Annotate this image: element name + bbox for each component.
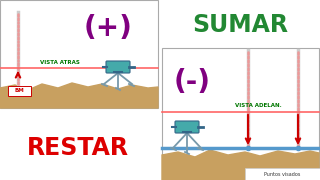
- Text: BM: BM: [14, 88, 24, 93]
- Bar: [162, 48, 319, 180]
- FancyBboxPatch shape: [106, 61, 130, 73]
- Text: VISTA ADELAN.: VISTA ADELAN.: [235, 102, 281, 107]
- Text: (+): (+): [84, 14, 132, 42]
- Bar: [0, 0, 158, 108]
- Text: SUMAR: SUMAR: [192, 13, 288, 37]
- Text: RESTAR: RESTAR: [27, 136, 129, 160]
- Text: VISTA ATRAS: VISTA ATRAS: [40, 60, 80, 64]
- FancyBboxPatch shape: [175, 121, 199, 133]
- Text: Puntos visados: Puntos visados: [264, 172, 300, 177]
- FancyBboxPatch shape: [7, 86, 30, 96]
- Polygon shape: [162, 150, 319, 180]
- FancyBboxPatch shape: [244, 168, 319, 180]
- Polygon shape: [0, 83, 158, 108]
- Text: (-): (-): [173, 68, 211, 96]
